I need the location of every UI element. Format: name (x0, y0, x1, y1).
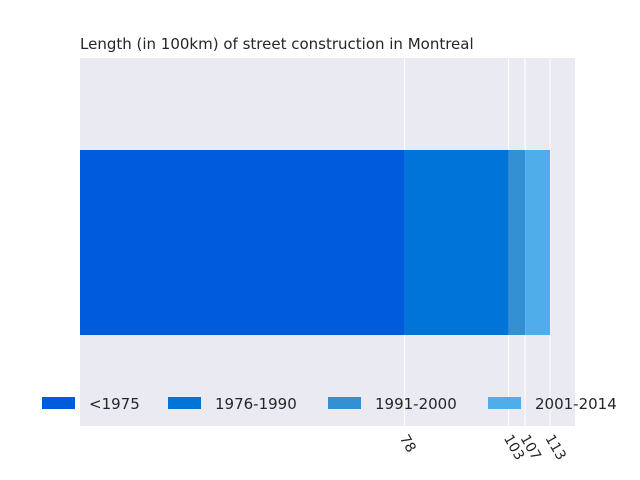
legend-label-0: <1975 (89, 395, 140, 413)
legend-label-2: 1991-2000 (375, 395, 457, 413)
legend-swatch-0 (42, 397, 75, 409)
legend: <1975 1976-1990 1991-2000 2001-2014 (42, 395, 617, 413)
legend-swatch-2 (328, 397, 361, 409)
legend-swatch-3 (488, 397, 521, 409)
x-tick-label-0: 78 (396, 432, 419, 455)
legend-swatch-1 (168, 397, 201, 409)
bar-segment-3 (525, 150, 551, 335)
x-tick-label-3: 113 (542, 432, 569, 463)
bars (80, 150, 551, 335)
bar-segment-0 (80, 150, 405, 335)
legend-label-3: 2001-2014 (535, 395, 617, 413)
bar-segment-1 (404, 150, 509, 335)
legend-label-1: 1976-1990 (215, 395, 297, 413)
chart-title: Length (in 100km) of street construction… (80, 35, 474, 53)
bar-segment-2 (508, 150, 526, 335)
